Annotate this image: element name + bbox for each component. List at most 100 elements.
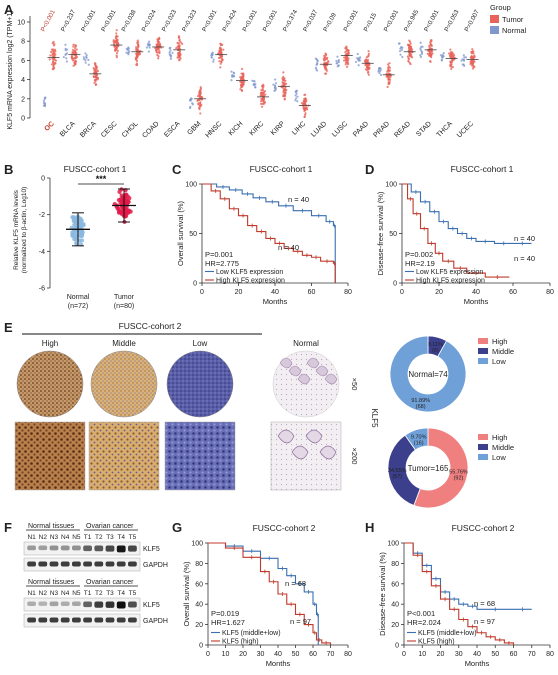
f-band [105,601,115,608]
a-tumor-point [452,54,455,58]
f-band [105,617,115,623]
a-tumor-point [285,88,288,92]
e-legend-swatch [478,434,488,440]
a-normal-point [169,57,172,60]
km-curve-1 [202,183,336,283]
km-xtick-label: 0 [402,651,406,658]
a-normal-point [463,59,466,62]
a-tumor-point [138,52,142,56]
a-tumor-point [260,89,263,92]
b-ytick-label: 0 [41,176,45,183]
a-tumor-point [75,48,78,51]
km-n-label: n = 40 [278,243,299,252]
panel-g-chart: FUSCC-cohort 2 0 20 40 60 80 100 0 10 20 30 40 50 60 7… [182,523,352,668]
a-normal-point [314,66,318,69]
km-n-label: n = 40 [514,234,535,243]
a-normal-point [315,69,319,72]
f-lane-label: T4 [117,534,125,541]
a-tumor-point [175,46,178,50]
a-normal-point [168,47,171,50]
a-tumor-point [367,73,370,76]
a-pvalue: P<0.001 [342,8,360,33]
a-pvalue: P=0.007 [463,8,481,33]
km-ytick-label: 100 [387,541,399,548]
a-tumor-point [324,58,327,61]
a-tumor-point [50,63,54,66]
km-xtick-label: 20 [235,289,243,296]
a-tumor-point [136,43,140,46]
a-cancer-label: CESC [100,120,119,139]
a-tumor-point [471,50,474,53]
f-band [128,617,137,623]
a-tumor-point [428,44,431,48]
a-normal-point [189,99,192,102]
a-tumor-point [239,76,242,79]
a-normal-point [211,52,214,56]
a-normal-point [354,60,358,64]
a-normal-point [64,47,67,50]
e-mag-label: ×200 [350,448,359,465]
km-xtick-label: 30 [455,651,463,658]
a-pvalue: P=0.038 [120,8,138,33]
a-tumor-point [426,52,429,55]
a-legend-title: Group [490,3,511,12]
a-tumor-point [406,55,409,58]
km-ytick-label: 80 [195,561,203,568]
a-tumor-point [157,51,160,54]
e-normal-tissue [324,373,338,385]
a-tumor-point [300,102,304,105]
a-tumor-point [242,83,245,86]
a-ytick-label: 0 [21,116,25,123]
a-normal-point [42,104,46,107]
a-tumor-point [240,77,243,80]
a-tumor-point [155,43,158,46]
a-tumor-point [179,57,182,60]
a-tumor-point [198,108,201,111]
a-tumor-point [220,48,223,51]
km-xtick-label: 70 [528,651,536,658]
e-legend-swatch [478,358,488,364]
a-normal-point [65,52,69,55]
f-band [27,617,36,623]
a-normal-point [337,60,340,64]
a-tumor-point [116,49,119,52]
km-hr: HR=1.627 [211,618,245,627]
a-normal-point [398,50,402,53]
a-normal-point [314,57,317,60]
km-ytick-label: 0 [199,643,203,650]
a-tumor-point [135,46,138,49]
a-normal-point [148,46,151,49]
a-tumor-point [50,50,53,54]
a-normal-point [168,52,171,56]
a-normal-point [190,97,193,100]
a-normal-point [378,67,381,70]
a-tumor-point [303,115,306,119]
b-point [72,230,77,235]
a-pvalue: P<0.001 [423,8,441,33]
a-normal-point [419,55,423,59]
a-tumor-point [304,113,307,116]
a-tumor-point [155,47,159,50]
a-ytick-label: 2 [21,96,25,103]
f-group-label: Normal tissues [28,523,75,530]
a-tumor-point [261,105,264,108]
km-xlabel: Months [263,297,288,306]
a-tumor-point [220,60,223,64]
a-normal-point [294,94,297,97]
a-normal-point [296,100,299,103]
a-tumor-point [344,58,347,62]
a-normal-point [357,64,360,67]
km-title: FUSCC-cohort 2 [253,523,316,533]
a-tumor-point [199,96,202,99]
a-tumor-point [347,49,350,52]
a-tumor-point [240,89,244,93]
panel-h-chart: FUSCC-cohort 2 0 20 40 60 80 100 0 10 20 30 40 50 60 7… [378,523,554,668]
km-hr: HR=2.775 [205,259,239,268]
a-tumor-point [261,91,264,94]
a-normal-point [168,51,171,54]
f-group-label: Ovarian cancer [86,523,134,530]
e-zoom-image [14,421,86,491]
a-tumor-point [260,100,263,103]
a-tumor-point [343,56,346,59]
